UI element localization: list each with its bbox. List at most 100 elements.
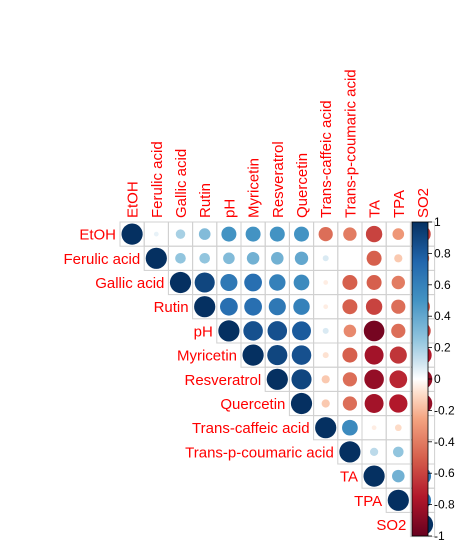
col-label-gallic-acid: Gallic acid (173, 149, 190, 218)
colorbar-tick-label: -0.2 (434, 403, 455, 417)
corr-circle-ph-ta (363, 320, 385, 342)
corr-circle-ta-ta (363, 465, 385, 487)
corr-circle-ferulic-acid-ferulic-acid (145, 247, 167, 269)
col-label-trans-p-coumaric-acid: Trans-p-coumaric acid (342, 69, 359, 218)
corr-circle-gallic-acid-resveratrol (269, 274, 286, 291)
row-label-quercetin: Quercetin (220, 396, 285, 413)
row-label-ph: pH (194, 323, 213, 340)
row-label-gallic-acid: Gallic acid (95, 275, 164, 292)
colorbar-tick-label: -0.8 (434, 498, 455, 512)
corr-circle-etoh-ph (221, 226, 237, 242)
colorbar-tick-label: -0.4 (434, 435, 455, 449)
corr-circle-etoh-quercetin (294, 226, 309, 242)
corr-circle-rutin-rutin (194, 296, 216, 318)
corr-circle-rutin-quercetin (293, 298, 310, 315)
corr-circle-tpa-tpa (387, 489, 409, 511)
col-label-rutin: Rutin (197, 183, 214, 218)
corr-circle-ferulic-acid-ph (223, 252, 235, 265)
corr-circle-ph-tpa (391, 323, 406, 339)
corr-circle-myricetin-resveratrol (267, 345, 288, 366)
corr-circle-trans-caffeic-acid-trans-p-coumaric-acid (342, 419, 358, 436)
row-label-tpa: TPA (354, 493, 382, 510)
colorbar-tick-label: 0.8 (434, 246, 451, 260)
colorbar-tick-label: 0.4 (434, 309, 451, 323)
col-label-ph: pH (221, 199, 238, 218)
corr-circle-etoh-etoh (121, 223, 143, 245)
corr-circle-ferulic-acid-quercetin (294, 251, 309, 265)
corr-circle-resveratrol-quercetin (291, 369, 312, 390)
col-label-myricetin: Myricetin (246, 158, 263, 218)
row-label-ferulic-acid: Ferulic acid (63, 251, 140, 268)
corr-circle-trans-p-coumaric-acid-tpa (393, 446, 404, 458)
corr-circle-etoh-trans-p-coumaric-acid (343, 227, 357, 241)
corr-circle-ferulic-acid-resveratrol (271, 252, 284, 265)
corr-circle-resveratrol-tpa (389, 370, 408, 389)
corr-circle-gallic-acid-ph (220, 273, 238, 292)
corr-circle-gallic-acid-myricetin (244, 273, 262, 292)
corr-circle-gallic-acid-tpa (391, 275, 405, 290)
col-label-tpa: TPA (391, 190, 408, 218)
corr-circle-ferulic-acid-trans-caffeic-acid (322, 255, 329, 262)
corr-circle-trans-caffeic-acid-trans-caffeic-acid (315, 417, 337, 439)
corr-circle-myricetin-myricetin (242, 344, 264, 366)
row-label-myricetin: Myricetin (177, 348, 237, 365)
col-label-etoh: EtOH (125, 181, 142, 218)
corr-circle-gallic-acid-trans-caffeic-acid (323, 280, 329, 285)
corr-circle-etoh-resveratrol (269, 226, 285, 242)
corr-circle-quercetin-tpa (389, 394, 408, 413)
corr-circle-ph-resveratrol (267, 321, 288, 341)
corr-circle-ta-tpa (392, 469, 405, 483)
colorbar-tick-label: 0 (434, 372, 441, 386)
corr-circle-resveratrol-trans-p-coumaric-acid (342, 372, 358, 387)
corr-circle-ph-trans-p-coumaric-acid (343, 324, 357, 338)
corr-circle-myricetin-quercetin (291, 345, 312, 365)
corr-circle-rutin-ph (220, 297, 238, 316)
corr-circle-etoh-trans-caffeic-acid (318, 226, 333, 242)
corr-circle-etoh-myricetin (245, 226, 261, 242)
row-label-rutin: Rutin (154, 299, 189, 316)
corr-circle-ferulic-acid-myricetin (246, 252, 260, 265)
corr-circle-gallic-acid-trans-p-coumaric-acid (342, 275, 358, 290)
corr-circle-gallic-acid-quercetin (293, 274, 310, 291)
corr-circle-ph-quercetin (292, 321, 311, 341)
col-label-ta: TA (367, 200, 384, 218)
corr-circle-quercetin-trans-caffeic-acid (321, 399, 330, 408)
corr-circle-resveratrol-ta (364, 369, 384, 390)
colorbar-gradient (411, 221, 429, 537)
grid-cell (337, 245, 363, 271)
col-label-trans-caffeic-acid: Trans-caffeic acid (318, 100, 335, 218)
col-label-so2: SO2 (415, 188, 432, 218)
corr-circle-rutin-tpa (391, 299, 406, 314)
corr-circle-myricetin-tpa (389, 346, 407, 364)
corr-circle-etoh-gallic-acid (175, 229, 186, 239)
corr-circle-ferulic-acid-rutin (199, 252, 210, 264)
corr-circle-trans-caffeic-acid-ta (371, 425, 377, 431)
corr-circle-gallic-acid-rutin (194, 272, 215, 293)
corr-circle-rutin-trans-caffeic-acid (323, 304, 329, 310)
corr-circle-trans-p-coumaric-acid-ta (369, 447, 379, 457)
corr-circle-ph-myricetin (243, 321, 263, 341)
corr-circle-ph-ph (218, 320, 240, 342)
corr-circle-etoh-rutin (198, 228, 211, 240)
corr-circle-trans-p-coumaric-acid-trans-p-coumaric-acid (339, 441, 361, 463)
colorbar-tick-label: 0.2 (434, 341, 451, 355)
corr-circle-ph-trans-caffeic-acid (322, 327, 329, 334)
corr-circle-resveratrol-trans-caffeic-acid (321, 375, 330, 384)
row-label-trans-caffeic-acid: Trans-caffeic acid (192, 420, 310, 437)
corr-circle-myricetin-trans-p-coumaric-acid (342, 347, 358, 363)
colorbar-tick-label: 0.6 (434, 278, 451, 292)
row-label-trans-p-coumaric-acid: Trans-p-coumaric acid (185, 444, 334, 461)
corr-circle-quercetin-trans-p-coumaric-acid (342, 396, 358, 411)
row-label-resveratrol: Resveratrol (184, 372, 261, 389)
col-label-ferulic-acid: Ferulic acid (149, 141, 166, 218)
corr-circle-rutin-ta (365, 298, 383, 315)
colorbar: 1 0.8 0.6 0.4 0.2 0 -0.2 -0.4 -0.6 -0.8 -1 (411, 215, 455, 543)
corr-circle-rutin-myricetin (244, 297, 262, 316)
corr-circle-ferulic-acid-gallic-acid (175, 252, 186, 264)
corr-circle-resveratrol-resveratrol (266, 368, 288, 390)
col-label-quercetin: Quercetin (294, 153, 311, 218)
corr-circle-ferulic-acid-ta (366, 250, 382, 266)
corr-circle-quercetin-ta (364, 394, 384, 413)
